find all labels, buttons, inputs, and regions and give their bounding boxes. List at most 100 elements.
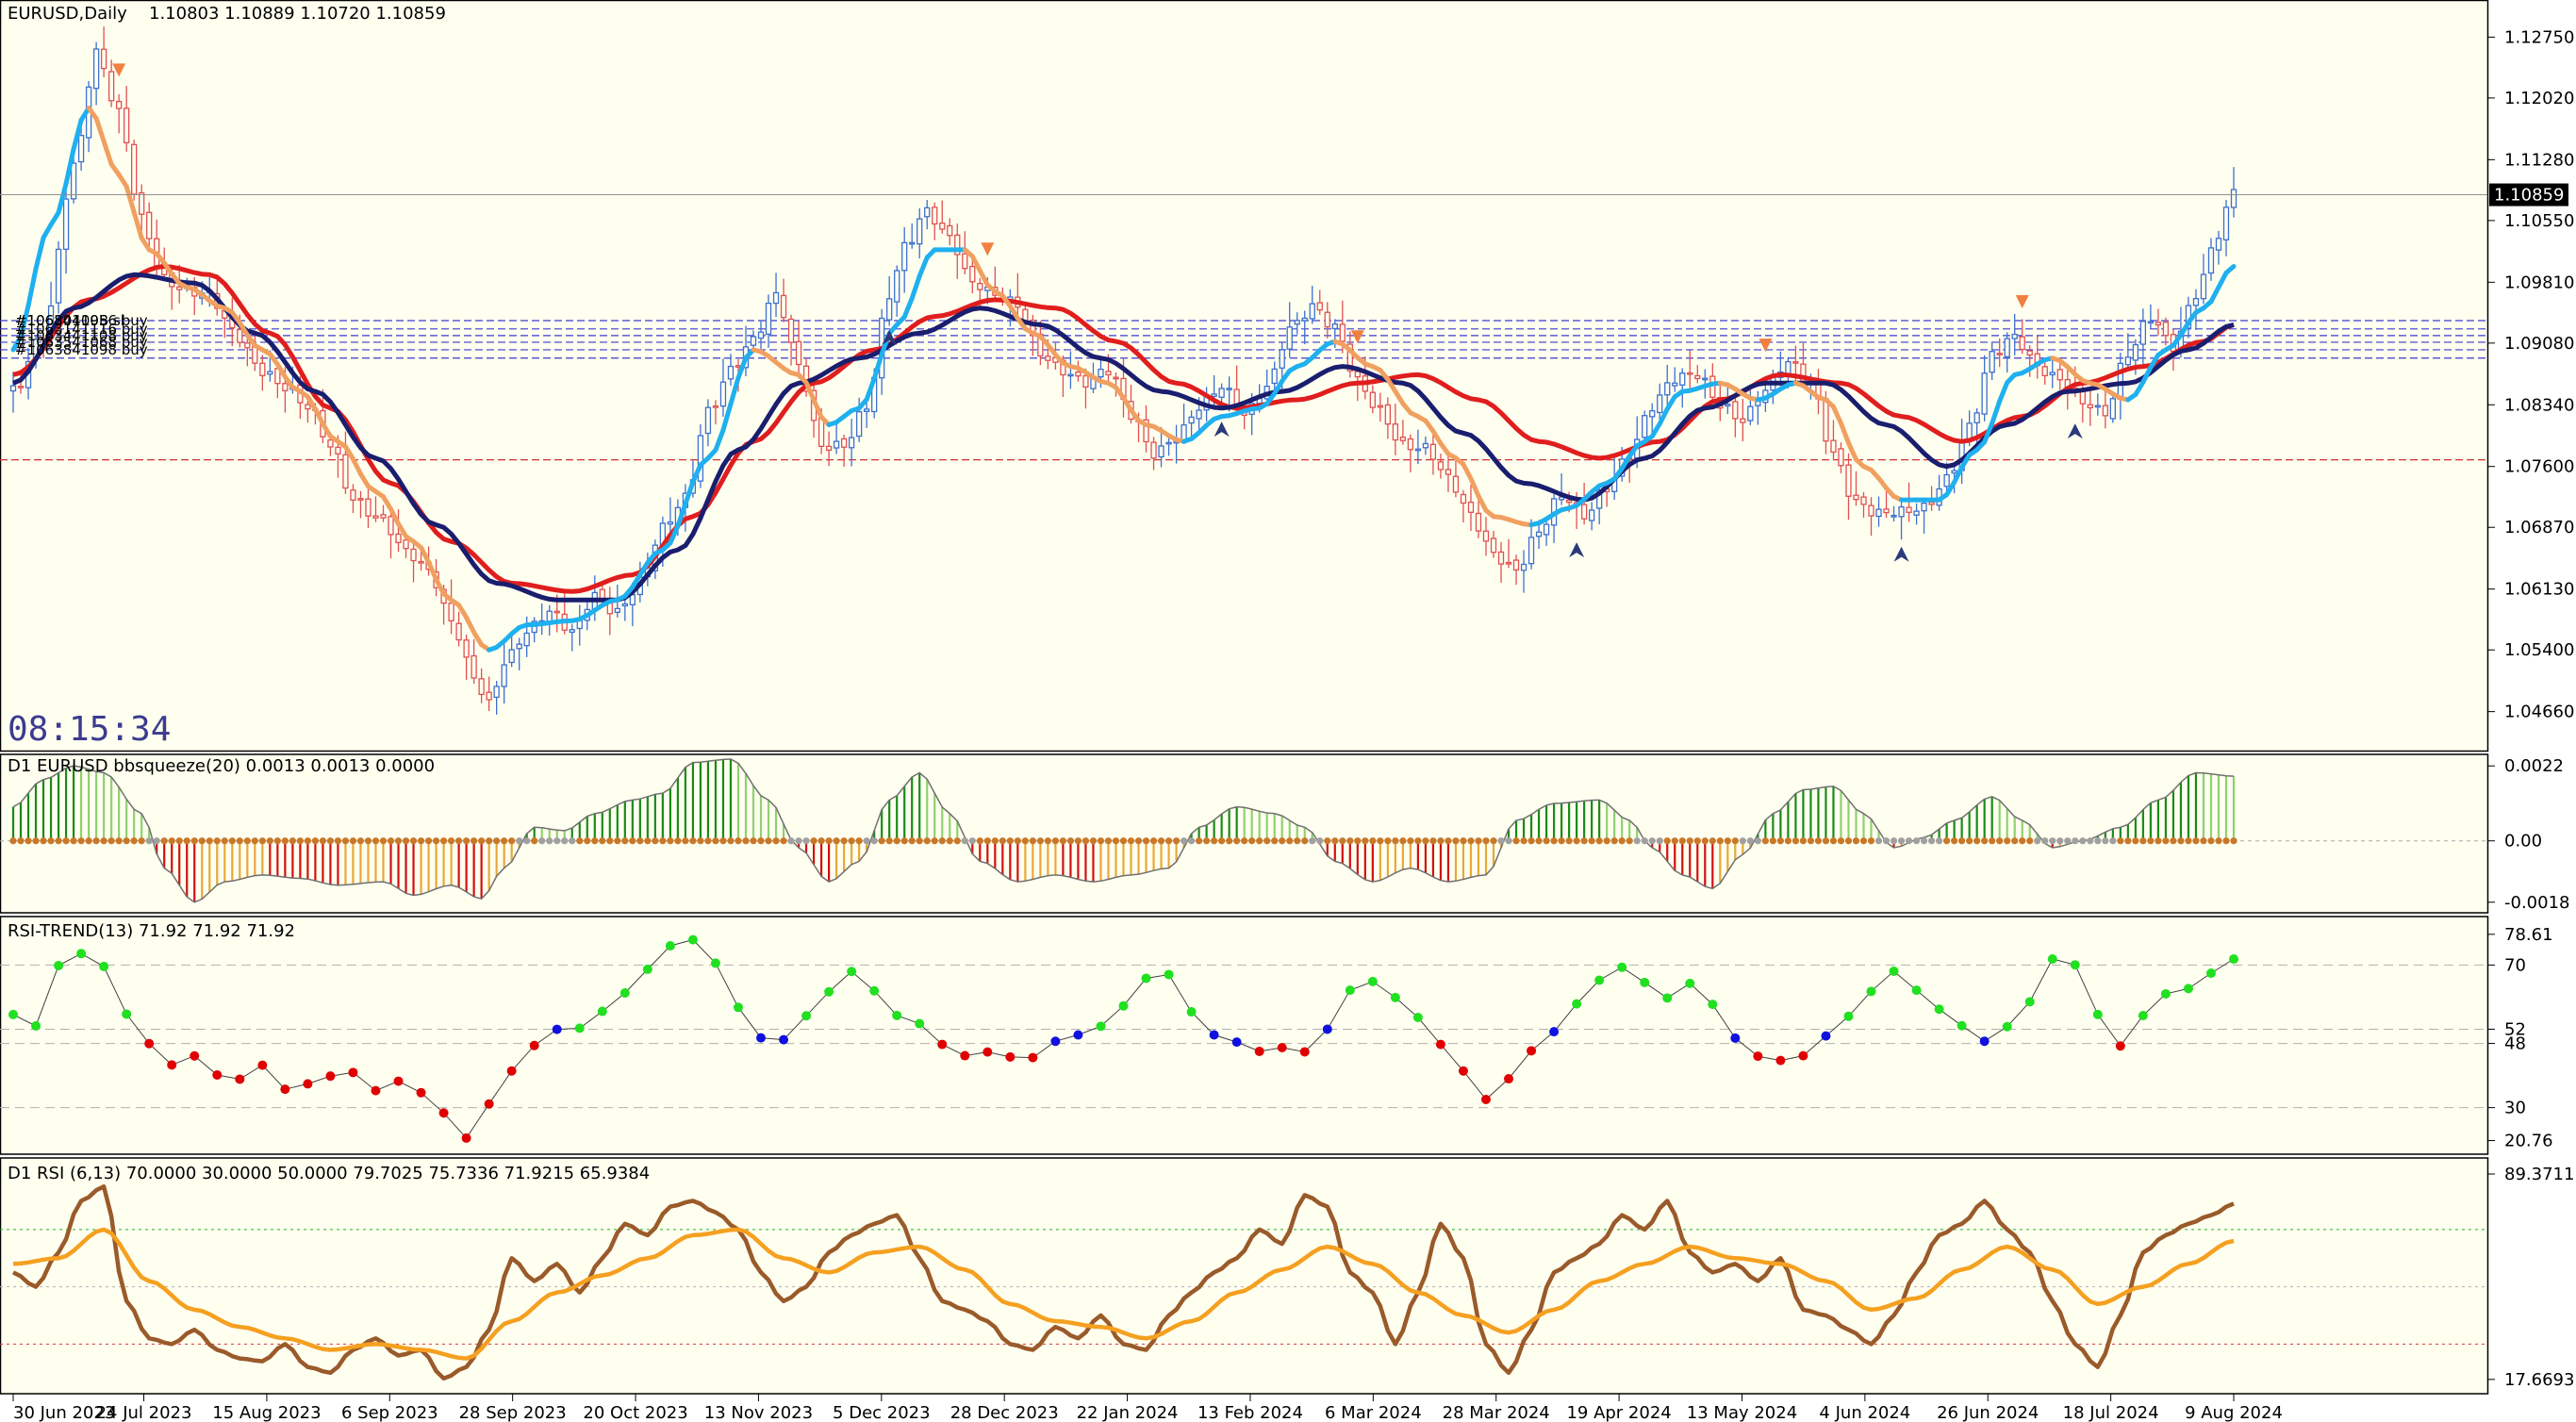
bb-squeeze-dot: [802, 837, 810, 845]
bb-squeeze-dot: [1119, 837, 1128, 845]
bb-squeeze-dot: [1527, 837, 1535, 845]
rsi-trend-dot: [1367, 976, 1378, 986]
rsi-panel[interactable]: [0, 1158, 2487, 1394]
bb-squeeze-dot: [1973, 837, 1981, 845]
ema-fast-segment: [350, 456, 363, 477]
bb-squeeze-dot: [387, 837, 395, 845]
bb-squeeze-dot: [1429, 837, 1437, 845]
candle-body: [1467, 501, 1475, 513]
price-tick-label: 1.09080: [2504, 334, 2574, 354]
bb-squeeze-dot: [1951, 837, 1958, 845]
candle-body: [1981, 372, 1988, 415]
bb-squeeze-dot: [1316, 837, 1324, 845]
time-tick-label: 18 Jul 2024: [2063, 1403, 2159, 1422]
candle-body: [1725, 404, 1731, 407]
bb-squeeze-dot: [674, 837, 682, 845]
bb-squeeze-dot: [1180, 837, 1188, 845]
bb-squeeze-dot: [1701, 837, 1709, 845]
rsi-trend-dot: [937, 1039, 948, 1050]
ema-fast-segment: [1952, 465, 1965, 485]
candle-body: [327, 438, 334, 448]
candle-body: [350, 489, 356, 501]
bb-squeeze-dot: [1512, 837, 1520, 845]
candle-timer: 08:15:34: [8, 710, 171, 749]
candle-body: [1445, 469, 1452, 475]
bb-squeeze-dot: [1543, 837, 1550, 845]
time-tick-label: 6 Sep 2023: [341, 1403, 438, 1422]
bb-squeeze-dot: [1248, 837, 1256, 845]
candle-body: [848, 437, 855, 449]
bb-squeeze-dot: [2215, 837, 2222, 845]
bb-squeeze-dot: [160, 837, 168, 845]
bb-squeeze-dot: [1263, 837, 1271, 845]
rsi-trend-dot: [235, 1074, 245, 1084]
candle-body: [1279, 349, 1285, 369]
rsi-trend-dot: [1798, 1050, 1808, 1061]
rsi-trend-panel[interactable]: [0, 917, 2487, 1154]
bb-squeeze-dot: [221, 837, 228, 845]
bb-squeeze-dot: [1331, 837, 1339, 845]
bb-squeeze-dot: [2162, 837, 2170, 845]
rsi-trend-dot: [1458, 1066, 1468, 1076]
candle-body: [1921, 502, 1927, 512]
candle-body: [1211, 393, 1217, 397]
ema-fast-segment: [630, 572, 643, 589]
candle-body: [1860, 496, 1867, 505]
bb-squeeze-dot: [2041, 837, 2049, 845]
rsi-trend-dot: [2229, 954, 2238, 965]
bb-squeeze-dot: [2072, 837, 2079, 845]
bb-squeeze-dot: [1769, 837, 1776, 845]
bb-squeeze-dot: [183, 837, 190, 845]
ema-fast-segment: [1649, 422, 1662, 439]
order-lines[interactable]: [0, 320, 2487, 461]
bb-squeeze-dot: [1286, 837, 1294, 845]
bb-squeeze-dot: [1218, 837, 1226, 845]
bb-squeeze-dot: [1021, 837, 1029, 845]
bb-squeeze-dot: [893, 837, 900, 845]
bb-squeeze-dot: [1241, 837, 1248, 845]
bb-squeeze-dot: [2132, 837, 2139, 845]
bb-squeeze-dot: [2200, 837, 2207, 845]
bb-squeeze-dot: [697, 837, 704, 845]
bb-tick-label: 0.00: [2504, 832, 2542, 852]
bb-squeeze-dot: [1912, 837, 1921, 845]
candle-body: [237, 328, 243, 343]
bb-squeeze-dot: [885, 837, 893, 845]
ema-fast-segment: [2133, 379, 2146, 397]
bb-squeeze-dot: [1610, 837, 1618, 845]
bb-squeeze-dot: [2094, 837, 2102, 845]
rsi-trend-dot: [756, 1033, 767, 1043]
ema-slow-line: [12, 272, 2235, 603]
candle-body: [553, 610, 560, 614]
rsi-trend-dot: [1662, 993, 1673, 1003]
bb-squeeze-dot: [1724, 837, 1731, 845]
candle-body: [77, 135, 85, 163]
bb-squeeze-dot: [1776, 837, 1784, 845]
rsi-trend-tick-label: 70: [2504, 955, 2526, 975]
candle-body: [244, 342, 251, 349]
bb-squeeze-dot: [546, 837, 553, 845]
rsi-trend-dot: [869, 985, 880, 996]
candle-body: [2049, 372, 2056, 376]
rsi-trend-dot: [416, 1087, 426, 1098]
candle-body: [1649, 410, 1656, 418]
ema-fast-segment: [713, 427, 726, 453]
bb-squeeze-dot: [1882, 837, 1891, 845]
price-tick-label: 1.08340: [2504, 395, 2574, 415]
ema-fast-segment: [2208, 285, 2221, 305]
candle-body: [62, 198, 70, 250]
bb-squeeze-dot: [1558, 837, 1565, 845]
bb-squeeze-dot: [2222, 837, 2230, 845]
bb-squeeze-dot: [1460, 837, 1467, 845]
rsi-trend-dot: [1277, 1042, 1287, 1052]
candle-body: [1505, 561, 1512, 565]
ema-fast-segment: [101, 139, 114, 167]
candle-body: [1105, 371, 1112, 376]
bb-squeeze-dot: [1890, 837, 1898, 845]
candle-body: [1369, 391, 1376, 408]
candle-body: [1429, 443, 1437, 460]
ema-fast-segment: [434, 576, 447, 597]
ema-fast-segment: [93, 116, 107, 144]
